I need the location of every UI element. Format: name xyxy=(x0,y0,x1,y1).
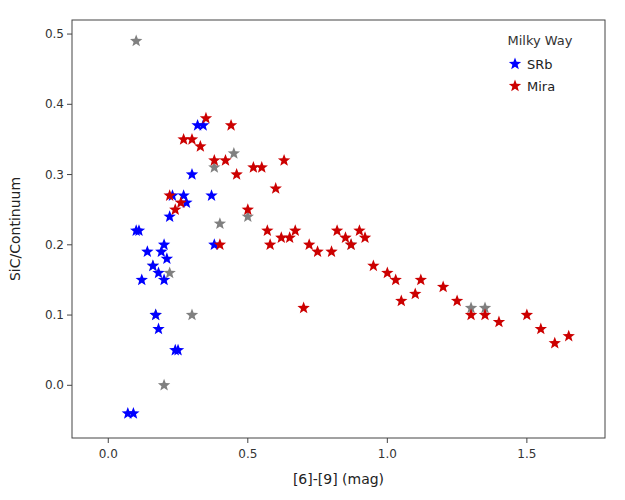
point xyxy=(177,189,189,201)
point xyxy=(390,273,402,285)
point xyxy=(228,147,240,159)
point xyxy=(186,133,198,145)
y-tick-label: 0.3 xyxy=(45,168,64,182)
point xyxy=(270,182,282,194)
point xyxy=(242,203,254,215)
point xyxy=(339,231,351,243)
point xyxy=(130,35,142,47)
point xyxy=(152,266,164,278)
point xyxy=(297,302,309,314)
point xyxy=(147,259,159,271)
legend-label: SRb xyxy=(527,57,553,72)
point xyxy=(186,309,198,321)
point xyxy=(563,330,575,342)
y-tick xyxy=(67,315,72,316)
y-tick-label: 0.4 xyxy=(45,97,64,111)
y-tick xyxy=(67,34,72,35)
point xyxy=(359,231,371,243)
x-tick xyxy=(247,438,248,443)
point xyxy=(152,323,164,335)
point xyxy=(150,309,162,321)
point xyxy=(172,344,184,356)
point xyxy=(158,238,170,250)
point xyxy=(219,154,231,166)
point xyxy=(127,407,139,419)
point xyxy=(163,189,175,201)
point xyxy=(264,238,276,250)
series xyxy=(122,119,221,419)
point xyxy=(451,295,463,307)
point xyxy=(493,316,505,328)
point xyxy=(158,379,170,391)
point xyxy=(395,295,407,307)
point xyxy=(158,273,170,285)
y-tick xyxy=(67,385,72,386)
legend-title: Milky Way xyxy=(507,33,572,48)
point xyxy=(331,224,343,236)
point xyxy=(521,309,533,321)
point xyxy=(437,280,449,292)
y-tick xyxy=(67,174,72,175)
point xyxy=(208,154,220,166)
point xyxy=(147,259,159,271)
point xyxy=(549,337,561,349)
legend: Milky Way SRb Mira xyxy=(507,33,572,94)
point xyxy=(194,140,206,152)
axes: 0.0 0.5 1.0 1.5 0.0 0.1 0.2 0.3 0.4 0.5 xyxy=(45,27,537,461)
point xyxy=(535,323,547,335)
point xyxy=(465,309,477,321)
point xyxy=(133,224,145,236)
point xyxy=(141,245,153,257)
point xyxy=(214,217,226,229)
x-tick xyxy=(108,438,109,443)
point xyxy=(303,238,315,250)
point xyxy=(278,154,290,166)
x-tick xyxy=(526,438,527,443)
x-tick-label: 0.5 xyxy=(238,447,257,461)
point xyxy=(163,266,175,278)
y-tick xyxy=(67,104,72,105)
point xyxy=(161,252,173,264)
point xyxy=(225,119,237,131)
y-tick-label: 0.0 xyxy=(45,378,64,392)
point xyxy=(367,259,379,271)
legend-marker xyxy=(509,58,521,70)
point xyxy=(353,224,365,236)
x-tick-label: 1.0 xyxy=(378,447,397,461)
point xyxy=(479,309,491,321)
legend-label: Mira xyxy=(527,79,555,94)
y-axis-label: SiC/Continuum xyxy=(7,177,23,281)
point xyxy=(261,224,273,236)
chart: 0.0 0.5 1.0 1.5 0.0 0.1 0.2 0.3 0.4 0.5 [6]-[9] (m… xyxy=(0,0,625,500)
series xyxy=(163,112,574,349)
point xyxy=(345,238,357,250)
x-tick-label: 0.0 xyxy=(99,447,118,461)
point xyxy=(136,273,148,285)
point xyxy=(289,224,301,236)
x-axis-label: [6]-[9] (mag) xyxy=(293,471,384,487)
legend-marker xyxy=(509,80,521,92)
y-tick-label: 0.2 xyxy=(45,238,64,252)
x-tick xyxy=(387,438,388,443)
y-tick xyxy=(67,244,72,245)
series xyxy=(130,35,491,391)
y-tick-label: 0.5 xyxy=(45,27,64,41)
point xyxy=(230,168,242,180)
point xyxy=(256,161,268,173)
points xyxy=(122,35,575,419)
point xyxy=(200,112,212,124)
y-tick-label: 0.1 xyxy=(45,308,64,322)
point xyxy=(311,245,323,257)
point xyxy=(175,196,187,208)
point xyxy=(381,266,393,278)
point xyxy=(415,273,427,285)
plot-frame xyxy=(72,20,605,438)
point xyxy=(214,238,226,250)
point xyxy=(186,168,198,180)
x-tick-label: 1.5 xyxy=(517,447,536,461)
point xyxy=(325,245,337,257)
point xyxy=(150,309,162,321)
point xyxy=(409,287,421,299)
point xyxy=(205,189,217,201)
